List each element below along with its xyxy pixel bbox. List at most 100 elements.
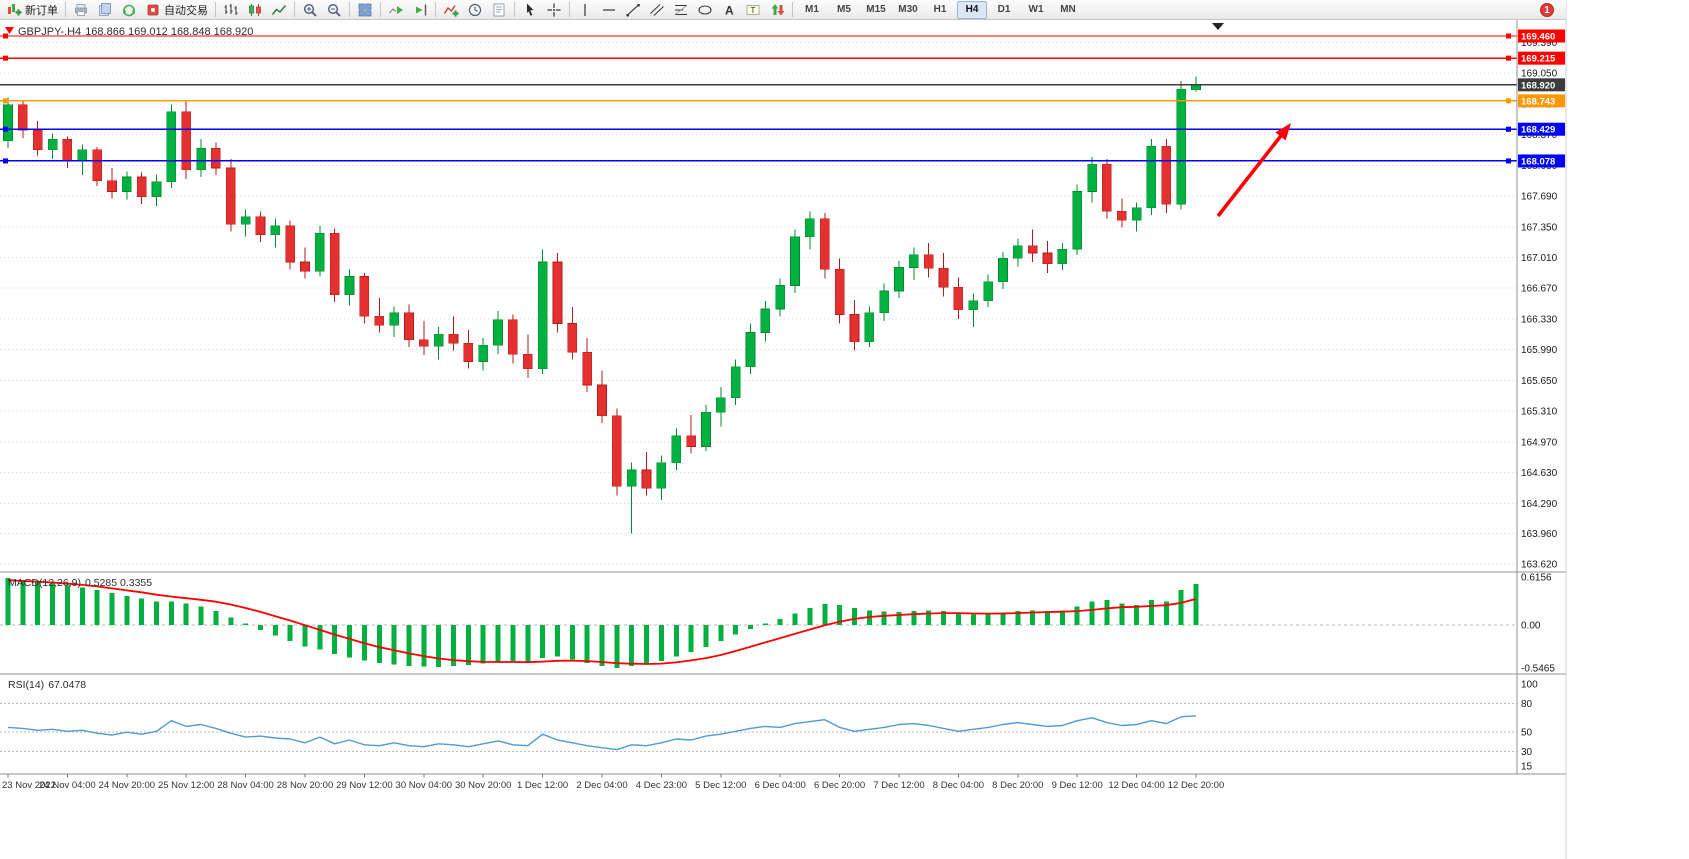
macd-histogram-bar — [926, 610, 932, 626]
line-handle[interactable] — [1506, 158, 1511, 164]
notification-badge[interactable]: 1 — [1540, 3, 1554, 17]
candle-body — [418, 339, 429, 347]
time-axis-label: 8 Dec 20:00 — [992, 780, 1043, 791]
vertical-line-button[interactable] — [573, 0, 597, 20]
trendline-button[interactable] — [621, 0, 645, 20]
line-handle[interactable] — [1506, 98, 1511, 104]
candle-body — [671, 435, 682, 464]
candle-body — [1012, 245, 1023, 259]
time-axis[interactable] — [0, 774, 1517, 796]
support-button[interactable] — [117, 0, 141, 20]
macd-histogram-bar — [421, 625, 427, 667]
print-button[interactable] — [69, 0, 93, 20]
text-label-button[interactable]: T — [741, 0, 765, 20]
periods-button[interactable] — [463, 0, 487, 20]
clock-icon — [467, 2, 483, 18]
macd-histogram-bar — [1148, 600, 1154, 626]
price-axis[interactable] — [1517, 20, 1566, 774]
auto-trading-button[interactable]: 自动交易 — [141, 0, 212, 20]
timeframe-m1-button[interactable]: M1 — [805, 4, 819, 15]
line-handle[interactable] — [1506, 55, 1511, 61]
timeframe-m30-button[interactable]: M30 — [898, 4, 918, 15]
line-handle[interactable] — [3, 55, 8, 61]
macd-axis-label: -0.5465 — [1521, 664, 1555, 675]
line-handle[interactable] — [1506, 33, 1511, 39]
macd-histogram-bar — [495, 625, 501, 663]
price-axis-label: 166.330 — [1521, 314, 1558, 325]
cursor-button[interactable] — [518, 0, 542, 20]
arrows-button[interactable] — [765, 0, 789, 20]
macd-panel[interactable] — [0, 572, 1517, 674]
macd-histogram-bar — [79, 587, 85, 626]
candle-body — [879, 290, 889, 313]
macd-histogram-bar — [1000, 612, 1006, 626]
preview-button[interactable] — [93, 0, 117, 20]
timeframe-mn-button[interactable]: MN — [1060, 4, 1076, 15]
macd-histogram-bar — [228, 617, 234, 626]
macd-name: MACD(12,26,9) — [8, 577, 81, 589]
chart-shift-button[interactable] — [408, 0, 432, 20]
candle-body — [508, 319, 518, 355]
line-chart-button[interactable] — [267, 0, 291, 20]
fibonacci-button[interactable] — [669, 0, 693, 20]
macd-histogram-bar — [896, 611, 902, 626]
zoom-in-icon — [302, 2, 318, 18]
price-badge-label: 168.078 — [1521, 156, 1555, 167]
auto-scroll-button[interactable] — [384, 0, 408, 20]
rsi-panel[interactable] — [0, 674, 1517, 774]
candle-body — [968, 300, 979, 311]
chart-shift-marker-icon[interactable] — [1212, 23, 1224, 30]
candles-icon — [247, 2, 263, 18]
time-axis-label: 24 Nov 04:00 — [39, 780, 96, 791]
candle-body — [211, 147, 221, 169]
candle-body — [983, 281, 993, 302]
candle-body — [552, 261, 563, 324]
zoom-in-button[interactable] — [298, 0, 322, 20]
main-plot-area[interactable] — [0, 20, 1517, 572]
label-icon: T — [745, 2, 761, 18]
line-handle[interactable] — [3, 126, 8, 132]
macd-histogram-bar — [569, 625, 575, 660]
candle-body — [805, 218, 815, 238]
rsi-name: RSI(14) — [8, 679, 45, 691]
crosshair-button[interactable] — [542, 0, 566, 20]
candlestick-chart-button[interactable] — [243, 0, 267, 20]
line-handle[interactable] — [3, 158, 8, 164]
time-axis-label: 9 Dec 12:00 — [1052, 780, 1103, 791]
macd-values: 0.5285 0.3355 — [84, 577, 153, 589]
timeframe-m5-button[interactable]: M5 — [837, 4, 851, 15]
channel-button[interactable] — [645, 0, 669, 20]
text-button[interactable]: A — [717, 0, 741, 20]
timeframe-m15-button[interactable]: M15 — [866, 4, 886, 15]
line-handle[interactable] — [3, 33, 8, 39]
horizontal-line-button[interactable] — [597, 0, 621, 20]
line-handle[interactable] — [3, 98, 8, 104]
timeframe-w1-button[interactable]: W1 — [1028, 4, 1044, 15]
autotrade-icon — [145, 2, 161, 18]
candle-body — [329, 232, 340, 295]
timeframe-d1-button[interactable]: D1 — [997, 4, 1011, 15]
shapes-button[interactable] — [693, 0, 717, 20]
zoom-out-button[interactable] — [322, 0, 346, 20]
trend-arrow-annotation[interactable] — [1216, 129, 1287, 218]
templates-button[interactable] — [487, 0, 511, 20]
macd-histogram-bar — [658, 625, 664, 662]
tile-windows-button[interactable] — [353, 0, 377, 20]
printer-icon — [73, 2, 89, 18]
time-axis-label: 28 Nov 20:00 — [277, 780, 334, 791]
line-handle[interactable] — [1506, 126, 1511, 132]
candle-body — [359, 276, 370, 317]
bars-icon — [223, 2, 239, 18]
timeframe-h1-button[interactable]: H1 — [933, 4, 947, 15]
new-order-button[interactable]: 新订单 — [2, 0, 62, 20]
macd-histogram-bar — [94, 589, 100, 626]
macd-histogram-bar — [109, 593, 115, 626]
time-axis-label: 30 Nov 04:00 — [396, 780, 453, 791]
indicators-button[interactable] — [439, 0, 463, 20]
bar-chart-button[interactable] — [219, 0, 243, 20]
macd-histogram-bar — [451, 625, 456, 666]
layers-icon — [97, 2, 113, 18]
timeframe-h4-button[interactable]: H4 — [957, 0, 987, 19]
candle-body — [909, 254, 919, 268]
